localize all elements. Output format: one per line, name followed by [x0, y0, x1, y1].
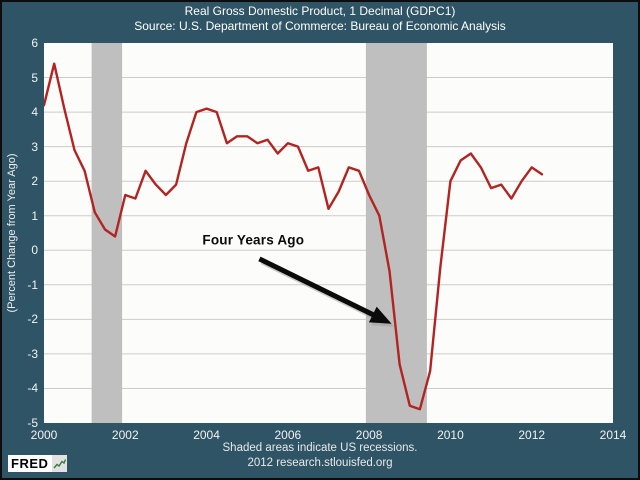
- x-tick-label: 2008: [355, 428, 383, 442]
- gdp-line-chart: [44, 43, 613, 423]
- y-tick-label: 1: [31, 208, 38, 223]
- gdp-line: [44, 62, 544, 411]
- x-tick-label: 2014: [599, 428, 627, 442]
- chart-subtitle: Source: U.S. Department of Commerce: Bur…: [134, 19, 506, 33]
- fred-logo-text: FRED: [8, 455, 53, 472]
- y-tick-label: 3: [31, 139, 38, 154]
- x-tick-label: 2000: [30, 428, 58, 442]
- fred-logo: FRED: [8, 455, 68, 472]
- x-tick-label: 2010: [437, 428, 464, 442]
- y-tick-label: 0: [31, 243, 38, 258]
- recession-band: [91, 43, 123, 423]
- y-tick-label: -2: [27, 312, 38, 327]
- y-tick-label: -4: [27, 381, 38, 396]
- y-tick-label: 5: [31, 70, 38, 85]
- source-credit: 2012 research.stlouisfed.org: [247, 457, 393, 469]
- recession-band: [365, 43, 427, 423]
- x-tick-label: 2006: [274, 428, 302, 442]
- recession-note: Shaded areas indicate US recessions.: [222, 442, 418, 454]
- y-tick-label: -1: [27, 277, 38, 292]
- plot-area: [44, 43, 613, 423]
- y-tick-label: -5: [27, 416, 38, 430]
- x-tick-label: 2004: [193, 428, 220, 442]
- annotation-arrow: [258, 256, 392, 324]
- y-tick-label: -3: [27, 346, 38, 361]
- y-tick-label: 6: [31, 36, 38, 50]
- sparkline-icon: [52, 455, 68, 472]
- chart-title: Real Gross Domestic Product, 1 Decimal (…: [184, 4, 456, 18]
- y-tick-label: 2: [31, 174, 38, 189]
- x-tick-label: 2012: [518, 428, 546, 442]
- y-tick-label: 4: [31, 105, 38, 120]
- x-tick-label: 2002: [111, 428, 139, 442]
- annotation-label: Four Years Ago: [202, 232, 305, 248]
- y-axis-title: (Percent Change from Year Ago): [6, 153, 18, 313]
